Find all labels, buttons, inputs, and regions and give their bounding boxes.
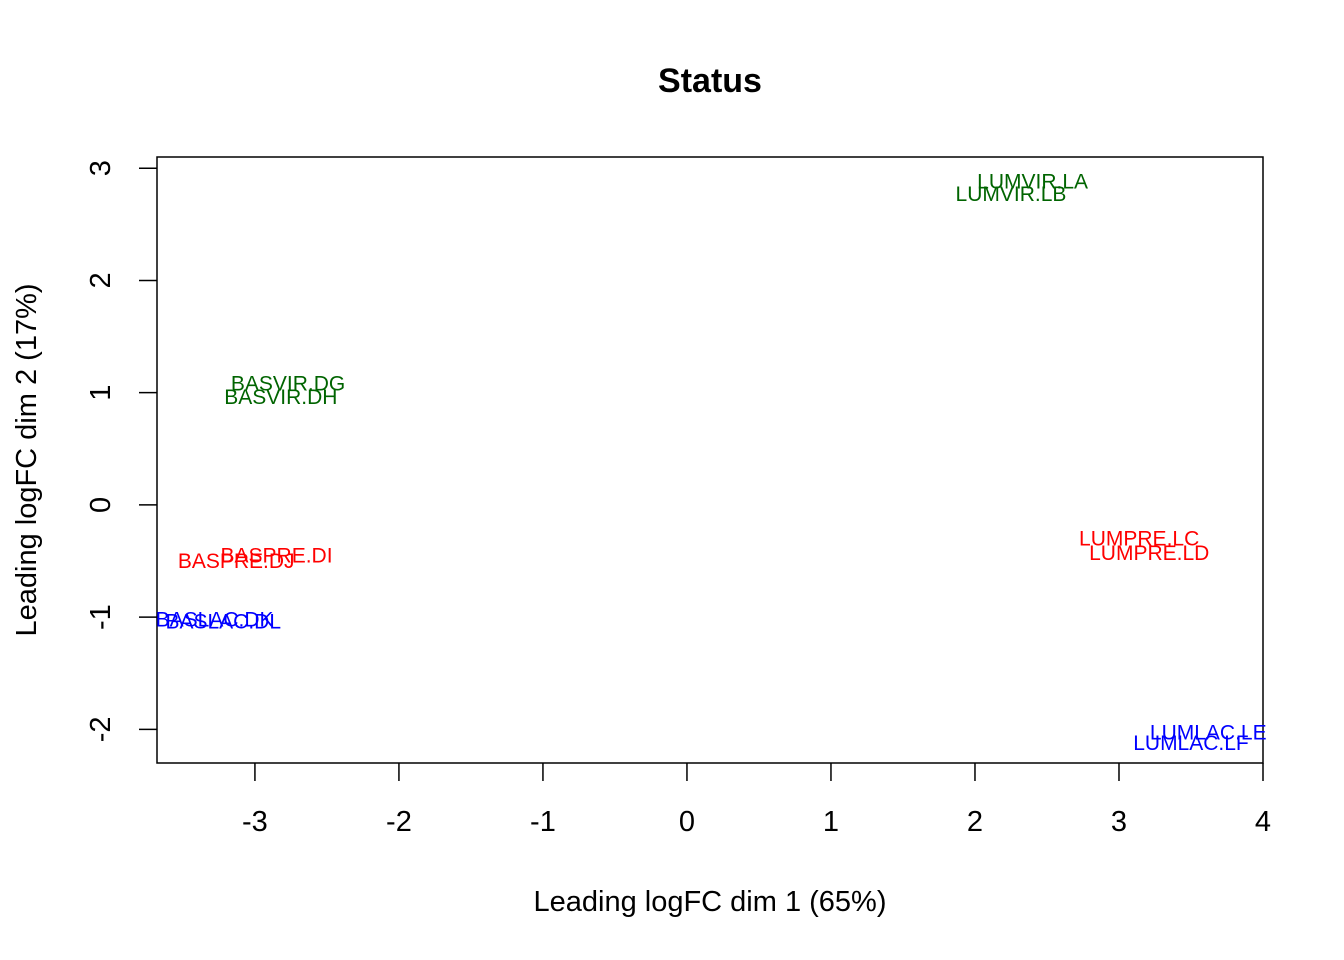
x-tick-label: 1 xyxy=(823,806,839,838)
y-tick-label: -2 xyxy=(85,716,117,742)
x-tick-label: 3 xyxy=(1111,806,1127,838)
x-tick-label: -2 xyxy=(386,806,412,838)
x-tick-label: -1 xyxy=(530,806,556,838)
point-label: BASLAC.DL xyxy=(165,611,281,634)
point-label: BASPRE.DJ xyxy=(178,550,295,573)
x-tick-label: 2 xyxy=(967,806,983,838)
point-label: LUMLAC.LF xyxy=(1133,732,1249,755)
x-tick-label: 0 xyxy=(679,806,695,838)
y-axis: -2 -1 0 1 2 3 xyxy=(85,160,157,742)
y-tick-label: 0 xyxy=(85,497,117,513)
point-label: BASVIR.DH xyxy=(224,386,337,409)
x-axis-label: Leading logFC dim 1 (65%) xyxy=(533,886,886,918)
x-tick-label: 4 xyxy=(1255,806,1271,838)
y-tick-label: 2 xyxy=(85,272,117,288)
y-axis-label: Leading logFC dim 2 (17%) xyxy=(11,283,43,636)
point-label: BASPRE.DI xyxy=(221,544,333,567)
point-label: BASLAC.DK xyxy=(156,608,274,631)
chart-title: Status xyxy=(658,62,762,100)
point-label: LUMVIR.LA xyxy=(977,171,1088,194)
point-label: LUMPRE.LC xyxy=(1079,528,1199,551)
point-label: LUMLAC.LE xyxy=(1150,722,1267,745)
plot-frame xyxy=(156,156,1264,764)
point-label: LUMVIR.LB xyxy=(956,183,1067,206)
x-axis: -3 -2 -1 0 1 2 3 4 xyxy=(242,763,1271,838)
y-tick-label: -1 xyxy=(85,604,117,630)
point-label: LUMPRE.LD xyxy=(1089,542,1209,565)
point-label: BASVIR.DG xyxy=(231,373,345,396)
x-tick-label: -3 xyxy=(242,806,268,838)
y-tick-label: 1 xyxy=(85,385,117,401)
y-tick-label: 3 xyxy=(85,160,117,176)
